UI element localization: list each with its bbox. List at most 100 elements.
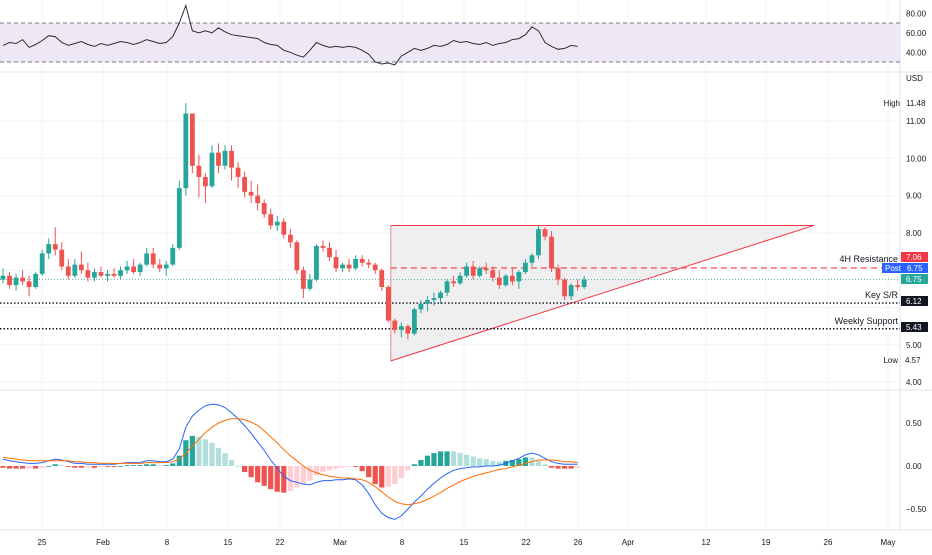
time-tick-label: 26 — [824, 538, 833, 547]
macd-histogram-bar — [52, 464, 58, 466]
candle-body — [118, 270, 123, 276]
keysr-badge — [901, 296, 928, 306]
macd-histogram-bar — [405, 466, 411, 471]
candle-body — [503, 275, 509, 286]
candle-body — [353, 259, 359, 269]
candle-body — [26, 281, 32, 287]
macd-histogram-bar — [483, 459, 489, 466]
macd-histogram-bar — [131, 465, 137, 466]
macd-histogram-bar — [157, 465, 163, 466]
price-tick-label: 5.00 — [906, 341, 922, 350]
macd-histogram-bar — [268, 466, 274, 490]
macd-histogram-bar — [33, 466, 39, 469]
candle-body — [242, 176, 248, 192]
candle-body — [0, 275, 6, 280]
candle-body — [405, 326, 411, 334]
macd-histogram-bar — [235, 466, 241, 467]
candle-body — [477, 268, 483, 276]
macd-histogram-bar — [248, 466, 254, 478]
low-label: Low — [883, 356, 898, 365]
macd-histogram-bar — [170, 463, 176, 466]
macd-histogram-bar — [189, 435, 195, 466]
time-tick-label: 8 — [165, 538, 170, 547]
macd-histogram-bar — [470, 456, 476, 466]
candle-body — [490, 270, 496, 278]
macd-histogram-bar — [78, 466, 84, 468]
time-tick-label: Apr — [622, 538, 635, 547]
candle-body — [33, 273, 39, 287]
candle-body — [562, 279, 567, 297]
candle-body — [555, 268, 561, 280]
macd-histogram-bar — [320, 466, 326, 473]
rsi-pane — [0, 3, 900, 66]
candle-body — [529, 255, 535, 263]
candle-body — [235, 167, 241, 177]
candle-body — [78, 264, 84, 271]
candle-body — [333, 257, 339, 269]
macd-histogram-bar — [372, 466, 378, 485]
candle-body — [124, 266, 130, 271]
macd-histogram-bar — [424, 455, 431, 466]
macd-histogram-bar — [150, 464, 156, 466]
candle-body — [438, 292, 443, 299]
weekly-badge-value: 5.43 — [906, 323, 922, 332]
candle-body — [451, 281, 456, 284]
macd-histogram-bar — [548, 466, 555, 468]
macd-histogram-bar — [6, 466, 13, 469]
candle-body — [46, 244, 52, 254]
price-tick-label: 11.00 — [906, 117, 926, 126]
resistance-badge — [901, 252, 928, 262]
candle-body — [85, 270, 91, 278]
time-tick-label: Mar — [333, 538, 347, 547]
candle-body — [216, 152, 221, 166]
candle-body — [457, 275, 463, 284]
price-tick-label: 8.00 — [906, 229, 922, 238]
macd-histogram-bar — [228, 459, 235, 466]
last-price-value: 6.75 — [906, 275, 922, 284]
keysr-label: Key S/R — [865, 290, 899, 300]
macd-histogram-bar — [444, 451, 450, 466]
candle-body — [411, 309, 417, 334]
candle-body — [320, 245, 326, 248]
candle-body — [392, 320, 398, 330]
macd-histogram-bar — [339, 466, 346, 468]
macd-histogram-bar — [215, 447, 222, 466]
candle-body — [105, 273, 110, 276]
candle-body — [372, 264, 378, 271]
high-value: 11.48 — [906, 99, 926, 108]
macd-histogram-bar — [104, 466, 111, 467]
rsi-tick-label: 60.00 — [906, 29, 927, 38]
candle-body — [176, 188, 182, 248]
macd-histogram-bar — [542, 464, 548, 466]
time-tick-label: 22 — [276, 538, 285, 547]
post-badge-value: 6.75 — [907, 264, 923, 273]
candle-body — [196, 165, 202, 177]
candle-body — [549, 236, 554, 269]
macd-histogram-bar — [19, 466, 26, 469]
candle-body — [98, 272, 104, 276]
macd-histogram-bar — [313, 466, 320, 476]
currency-label: USD — [906, 74, 923, 83]
macd-histogram-bar — [144, 464, 150, 466]
macd-histogram-bar — [464, 454, 470, 466]
candle-body — [137, 264, 143, 273]
macd-histogram-bar — [477, 458, 483, 466]
macd-histogram-bar — [561, 466, 568, 469]
time-tick-label: 25 — [38, 538, 47, 547]
macd-histogram-bar — [117, 466, 124, 467]
macd-histogram-bar — [568, 466, 574, 469]
candle-body — [20, 277, 25, 282]
candle-body — [209, 152, 215, 187]
candle-body — [366, 262, 372, 265]
macd-histogram-bar — [346, 466, 352, 467]
macd-histogram-bar — [333, 466, 339, 469]
macd-tick-label: 0.50 — [906, 419, 922, 428]
candle-body — [157, 264, 163, 269]
macd-histogram-bar — [176, 455, 182, 466]
macd-histogram-bar — [274, 466, 280, 492]
candle-body — [425, 300, 430, 304]
time-tick-label: 8 — [400, 538, 405, 547]
candle-body — [59, 249, 65, 267]
candle-body — [150, 253, 156, 265]
